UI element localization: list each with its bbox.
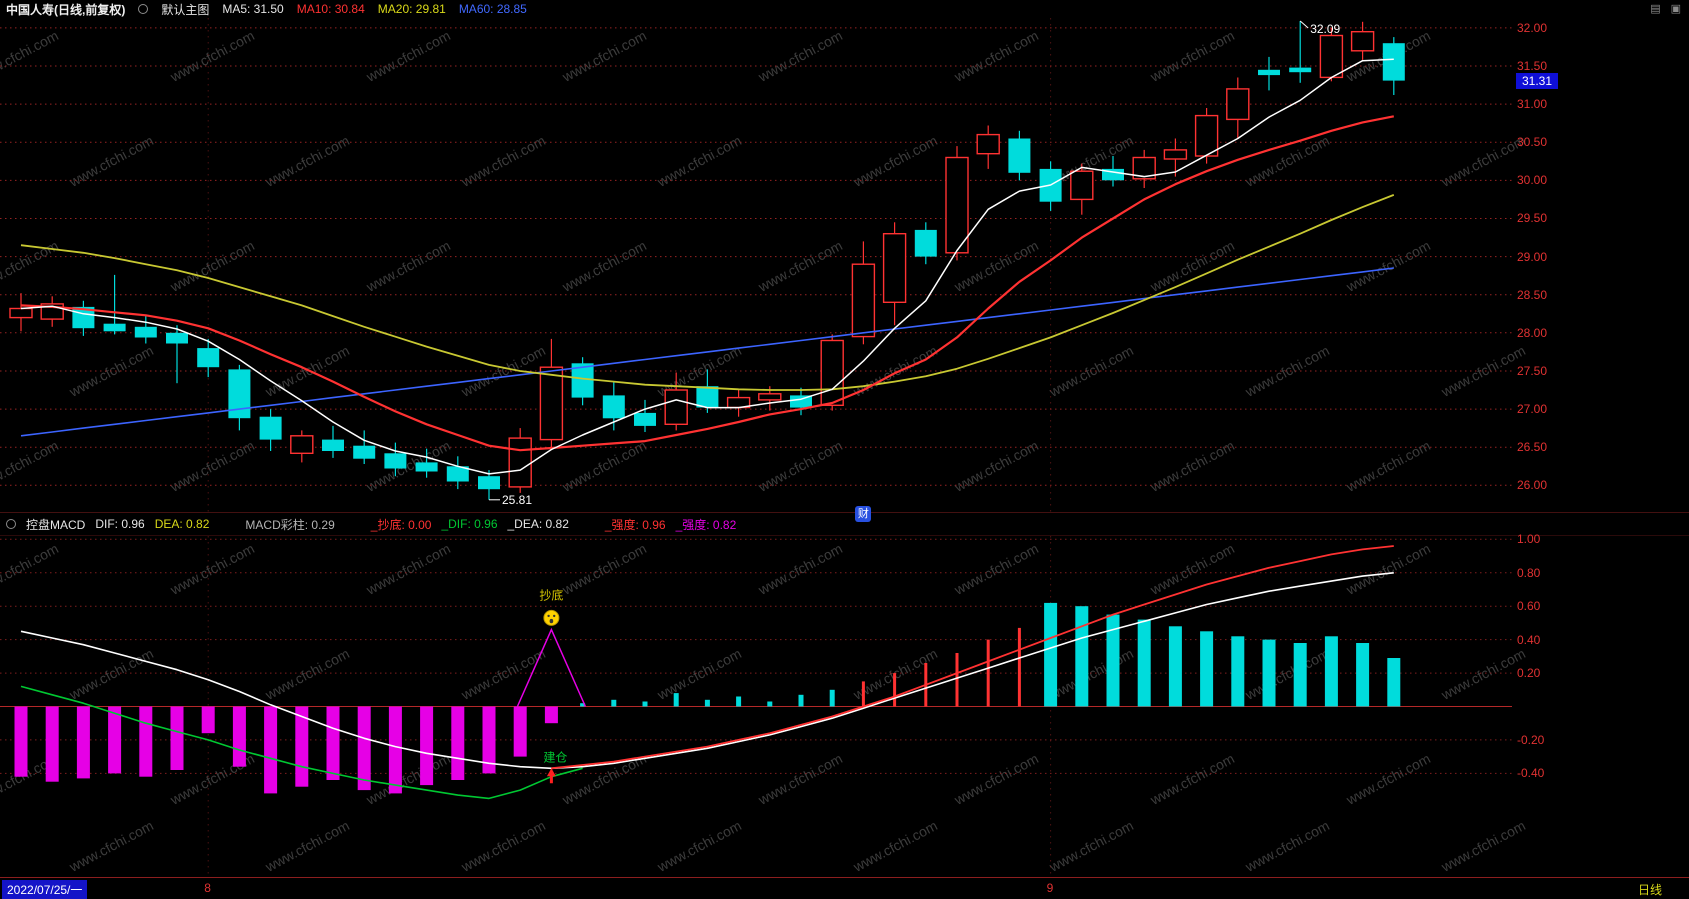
- macd-panel: www.cfchi.com www.cfchi.com www.cfchi.com w…: [0, 532, 1689, 877]
- price-axis-label: 28.00: [1517, 325, 1548, 340]
- indicator-name[interactable]: 控盘MACD: [26, 517, 86, 532]
- strength2-value: _强度: 0.82: [675, 517, 737, 532]
- price-axis-label: 29.00: [1517, 249, 1548, 264]
- symbol-title: 中国人寿(日线,前复权): [6, 2, 126, 17]
- macd-axis-label: 0.20: [1517, 666, 1541, 681]
- indicator-header: 控盘MACD DIF: 0.96 DEA: 0.82 MACD彩柱: 0.29 …: [0, 512, 1689, 536]
- low-annotation: 25.81: [502, 493, 532, 507]
- macd-histogram: [14, 602, 1401, 794]
- macd-axis-label: 0.80: [1517, 565, 1541, 580]
- last-price-tag: 31.31: [1516, 72, 1558, 89]
- jiancang-signal-marker: 建仓: [543, 751, 567, 784]
- main-chart-panel: www.cfchi.com www.cfchi.com www.cfchi.com w…: [0, 18, 1689, 522]
- price-axis-label: 26.00: [1517, 478, 1548, 493]
- date-label: 2022/07/25/一: [2, 880, 88, 899]
- main-indicator-label[interactable]: 默认主图: [161, 2, 210, 17]
- chaodi-signal-marker: 抄底: [516, 588, 587, 707]
- macd-axis-label: 0.60: [1517, 599, 1541, 614]
- chaodi-value: _抄底: 0.00: [370, 517, 432, 532]
- price-axis-label: 27.00: [1517, 402, 1548, 417]
- macd-axis-label: -0.40: [1517, 766, 1545, 781]
- price-axis-label: 29.50: [1517, 211, 1548, 226]
- month-marker: 8: [204, 881, 211, 895]
- ma5-label: MA5: 31.50: [222, 2, 284, 16]
- price-axis-label: 31.50: [1517, 59, 1548, 74]
- panel-list-icon[interactable]: ▤: [1650, 3, 1661, 15]
- price-axis-label: 27.50: [1517, 363, 1548, 378]
- price-axis-label: 32.00: [1517, 20, 1548, 35]
- dea2-value: _DEA: 0.82: [507, 517, 569, 531]
- top-bar: 中国人寿(日线,前复权) 默认主图 MA5: 31.50 MA10: 30.84…: [0, 0, 1689, 18]
- dif-value: DIF: 0.96: [95, 517, 145, 531]
- ma20-label: MA20: 29.81: [377, 2, 446, 16]
- window-controls: ▤ ▣: [1650, 2, 1681, 16]
- macd-axis-label: 0.40: [1517, 632, 1541, 647]
- strength1-value: _强度: 0.96: [604, 517, 666, 532]
- pin-icon[interactable]: ▣: [1670, 3, 1681, 15]
- indicator-switch-icon[interactable]: [6, 519, 16, 529]
- price-axis-label: 30.50: [1517, 135, 1548, 150]
- price-axis-label: 28.50: [1517, 287, 1548, 302]
- dea-value: DEA: 0.82: [154, 517, 210, 531]
- month-marker: 9: [1046, 881, 1054, 895]
- price-axis-label: 30.00: [1517, 173, 1548, 188]
- period-label[interactable]: 日线: [1638, 883, 1663, 897]
- svg-text:抄底: 抄底: [539, 588, 563, 603]
- price-axis-label: 26.50: [1517, 440, 1548, 455]
- indicator-switch-icon[interactable]: [138, 4, 149, 14]
- event-marker-cai[interactable]: 财: [855, 506, 872, 522]
- high-annotation: 32.09: [1310, 22, 1340, 36]
- ma60-label: MA60: 28.85: [458, 2, 527, 16]
- candlestick-chart[interactable]: 32.09 25.81: [0, 18, 1689, 512]
- macd-axis-label: -0.20: [1517, 732, 1545, 747]
- ma10-label: MA10: 30.84: [296, 2, 365, 16]
- dif2-value: _DIF: 0.96: [441, 517, 498, 531]
- macd-axis-label: 1.00: [1517, 532, 1541, 547]
- svg-text:建仓: 建仓: [543, 751, 567, 765]
- time-axis-bar: 2022/07/25/一 8 9 日线: [0, 877, 1689, 899]
- candles: [9, 21, 1405, 500]
- macd-hist-value: MACD彩柱: 0.29: [245, 517, 335, 532]
- price-axis-label: 31.00: [1517, 97, 1548, 112]
